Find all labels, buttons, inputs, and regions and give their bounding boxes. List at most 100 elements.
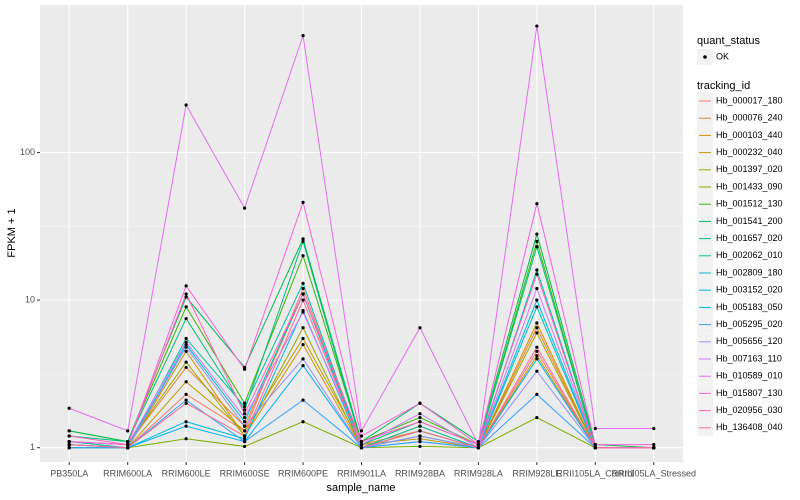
data-point bbox=[301, 342, 305, 347]
data-point bbox=[418, 429, 422, 433]
data-point bbox=[301, 357, 305, 361]
data-point bbox=[535, 369, 539, 373]
data-point bbox=[535, 24, 539, 28]
legend-label: Hb_015807_130 bbox=[716, 388, 783, 398]
data-point bbox=[184, 345, 188, 349]
data-point bbox=[359, 446, 364, 450]
data-point bbox=[301, 281, 305, 285]
data-point bbox=[359, 442, 364, 447]
data-point bbox=[184, 365, 188, 370]
data-point bbox=[301, 254, 305, 258]
data-point bbox=[242, 412, 247, 416]
data-point bbox=[301, 292, 305, 296]
data-point bbox=[184, 380, 188, 384]
x-tick-label: RRIM600PE bbox=[278, 468, 328, 478]
data-point bbox=[301, 398, 305, 402]
data-point bbox=[535, 202, 539, 206]
data-point bbox=[652, 442, 656, 447]
data-point bbox=[535, 345, 539, 349]
data-point bbox=[184, 360, 188, 364]
data-point bbox=[301, 298, 305, 302]
data-point bbox=[184, 336, 188, 341]
x-tick-label: RRIM901LA bbox=[337, 468, 386, 478]
legend-label: Hb_005183_050 bbox=[716, 302, 783, 312]
data-point bbox=[126, 442, 130, 447]
data-point bbox=[184, 401, 188, 405]
data-point bbox=[301, 364, 305, 368]
y-tick-label: 1 bbox=[30, 442, 35, 452]
data-point bbox=[184, 295, 188, 299]
data-point bbox=[184, 305, 188, 309]
data-point bbox=[242, 367, 247, 371]
data-point bbox=[126, 446, 130, 450]
data-point bbox=[301, 336, 305, 341]
x-tick-label: RRIM928LA bbox=[454, 468, 503, 478]
data-point bbox=[301, 34, 305, 38]
data-point bbox=[301, 286, 305, 291]
data-point bbox=[535, 298, 539, 302]
legend-label: Hb_001541_200 bbox=[716, 216, 783, 226]
data-point bbox=[242, 439, 247, 444]
data-point bbox=[301, 237, 305, 241]
data-point bbox=[242, 408, 247, 412]
data-point bbox=[67, 446, 71, 450]
data-point bbox=[418, 437, 422, 441]
data-point bbox=[593, 442, 597, 447]
data-point bbox=[301, 326, 305, 330]
data-point bbox=[67, 442, 71, 447]
data-point bbox=[418, 415, 422, 420]
data-point bbox=[242, 415, 247, 420]
data-point bbox=[418, 420, 422, 424]
data-point bbox=[418, 434, 422, 438]
data-point bbox=[126, 429, 130, 433]
data-point bbox=[418, 439, 422, 444]
data-point bbox=[184, 292, 188, 296]
data-point bbox=[535, 331, 539, 335]
data-point bbox=[242, 444, 247, 449]
data-point bbox=[301, 420, 305, 424]
data-point bbox=[67, 439, 71, 444]
x-tick-label: RRIM928LE bbox=[512, 468, 561, 478]
legend-label: Hb_005656_120 bbox=[716, 336, 783, 346]
x-axis-title: sample_name bbox=[326, 482, 395, 494]
y-tick-label: 100 bbox=[20, 147, 35, 157]
data-point bbox=[301, 200, 305, 204]
data-point bbox=[242, 437, 247, 441]
data-point bbox=[359, 429, 364, 433]
legend-label: Hb_000232_040 bbox=[716, 147, 783, 157]
data-point bbox=[184, 424, 188, 428]
data-point bbox=[242, 404, 247, 409]
legend-label: Hb_000017_180 bbox=[716, 95, 783, 105]
data-point bbox=[184, 349, 188, 353]
x-tick-label: PB350LA bbox=[50, 468, 88, 478]
data-point bbox=[184, 316, 188, 321]
data-point bbox=[359, 434, 364, 438]
data-point bbox=[535, 245, 539, 249]
data-point bbox=[242, 429, 247, 433]
data-point bbox=[242, 206, 247, 210]
data-point bbox=[184, 340, 188, 344]
legend-title: quant_status bbox=[697, 35, 760, 47]
data-point bbox=[652, 446, 656, 450]
data-point bbox=[301, 239, 305, 244]
data-point bbox=[418, 401, 422, 405]
data-point bbox=[184, 420, 188, 424]
y-tick-label: 10 bbox=[25, 295, 35, 305]
data-point bbox=[67, 406, 71, 410]
data-point bbox=[242, 434, 247, 438]
legend-label: Hb_005295_020 bbox=[716, 319, 783, 329]
legend-label: Hb_000103_440 bbox=[716, 130, 783, 140]
data-point bbox=[535, 272, 539, 276]
data-point bbox=[535, 326, 539, 330]
legend-label: Hb_001397_020 bbox=[716, 164, 783, 174]
data-point bbox=[535, 268, 539, 272]
legend-label: Hb_002809_180 bbox=[716, 267, 783, 277]
data-point bbox=[126, 439, 130, 444]
data-point bbox=[535, 349, 539, 353]
x-tick-label: RRIM600LE bbox=[162, 468, 211, 478]
data-point bbox=[184, 103, 188, 107]
x-tick-label: RRIM600LA bbox=[103, 468, 152, 478]
data-point bbox=[184, 284, 188, 288]
legend-point bbox=[703, 55, 707, 59]
